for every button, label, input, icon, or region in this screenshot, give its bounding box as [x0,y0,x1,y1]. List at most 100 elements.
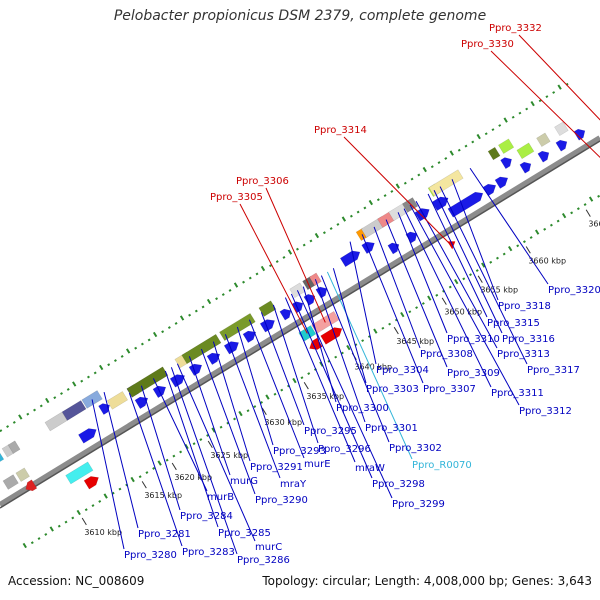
gene-label: Ppro_3280 [124,550,177,561]
dot-mark [199,438,203,442]
dot-mark [534,229,540,235]
gene-label: Ppro_3310 [447,334,500,345]
dot-mark [18,414,23,420]
dot-mark [140,342,144,346]
leader-line [490,50,600,158]
dot-mark [538,99,542,103]
gene-feature [555,139,568,152]
gene-label: Ppro_3283 [182,547,235,558]
leader-line [326,271,413,460]
tick-label: 3620 kbp [174,473,212,482]
gene-label: murB [207,492,234,503]
gene-feature [500,157,512,170]
leader-line [260,312,305,426]
dot-mark [255,272,259,276]
accession-text: Accession: NC_008609 [8,574,145,588]
gene-feature [279,308,292,321]
tick-mark [207,440,213,449]
dot-mark [354,343,358,347]
leader-line [403,208,492,388]
dot-mark [498,124,502,127]
leader-line [224,334,281,479]
dot-mark [394,318,398,322]
gene-feature [61,400,87,421]
dot-mark [39,404,43,408]
dot-mark [238,410,243,417]
dot-mark [530,100,535,107]
tick-label: 3635 kbp [306,392,344,401]
dot-mark [373,328,378,334]
dot-mark [296,247,299,251]
dot-mark [489,260,493,264]
gene-label: Ppro_3311 [491,388,544,399]
dot-mark [496,256,499,260]
dot-mark [188,313,192,317]
leader-line [518,34,600,121]
tick-mark [81,517,87,526]
dot-mark [107,363,111,367]
dot-mark [511,115,515,119]
dot-mark [481,262,486,268]
gene-label: Ppro_3296 [318,444,371,455]
gene-label: Ppro_3295 [304,426,357,437]
leader-line [296,290,393,499]
tick-mark [303,381,309,390]
dot-mark [367,335,371,338]
gene-label: murC [255,542,282,553]
gene-feature [0,450,5,466]
gene-label: Ppro_3298 [372,479,425,490]
leader-line [314,279,366,423]
gene-label: murE [304,459,331,470]
gene-feature [98,403,110,415]
gene-label: Ppro_3293 [273,446,326,457]
gene-label: Ppro_3291 [250,462,303,473]
leader-line [284,297,356,463]
dot-mark [179,315,185,321]
dot-mark [334,355,338,359]
tick-mark [393,326,399,335]
dot-mark [53,396,57,400]
dot-mark [525,107,529,111]
leader-line [248,319,305,459]
dot-mark [363,206,367,210]
leader-line [433,190,503,334]
gene-feature [537,150,550,163]
dot-mark [583,203,587,206]
gene-label: murG [230,476,258,487]
dot-mark [361,339,365,343]
dot-mark [71,516,75,520]
dot-mark [80,379,84,383]
dot-mark [383,194,387,198]
gene-label: Ppro_3290 [255,495,308,506]
leader-line [469,167,549,285]
leader-line [320,275,390,443]
leader-line [373,226,421,349]
dot-mark [219,425,223,429]
dot-mark [157,460,162,466]
gene-label: Ppro_3300 [336,403,389,414]
dot-mark [336,223,340,226]
gene-label: Ppro_3307 [423,384,476,395]
dot-mark [341,216,347,222]
leader-line [427,193,488,318]
dot-mark [469,273,472,277]
dot-mark [138,475,142,479]
tick-mark [477,275,483,283]
dot-mark [57,524,61,528]
gene-label: Ppro_3303 [366,384,419,395]
leader-line [152,378,208,492]
leader-line [302,286,337,403]
leader-line [272,304,319,444]
gene-label: Ppro_3285 [218,528,271,539]
dot-mark [588,196,594,202]
dot-mark [125,348,131,354]
label-leader-lines [91,34,600,555]
dot-mark [454,278,459,285]
dot-mark [228,289,232,292]
gene-feature [15,467,30,482]
dot-mark [408,310,412,314]
tick-mark [585,209,591,217]
dot-mark [269,264,272,268]
dot-mark [503,117,508,123]
